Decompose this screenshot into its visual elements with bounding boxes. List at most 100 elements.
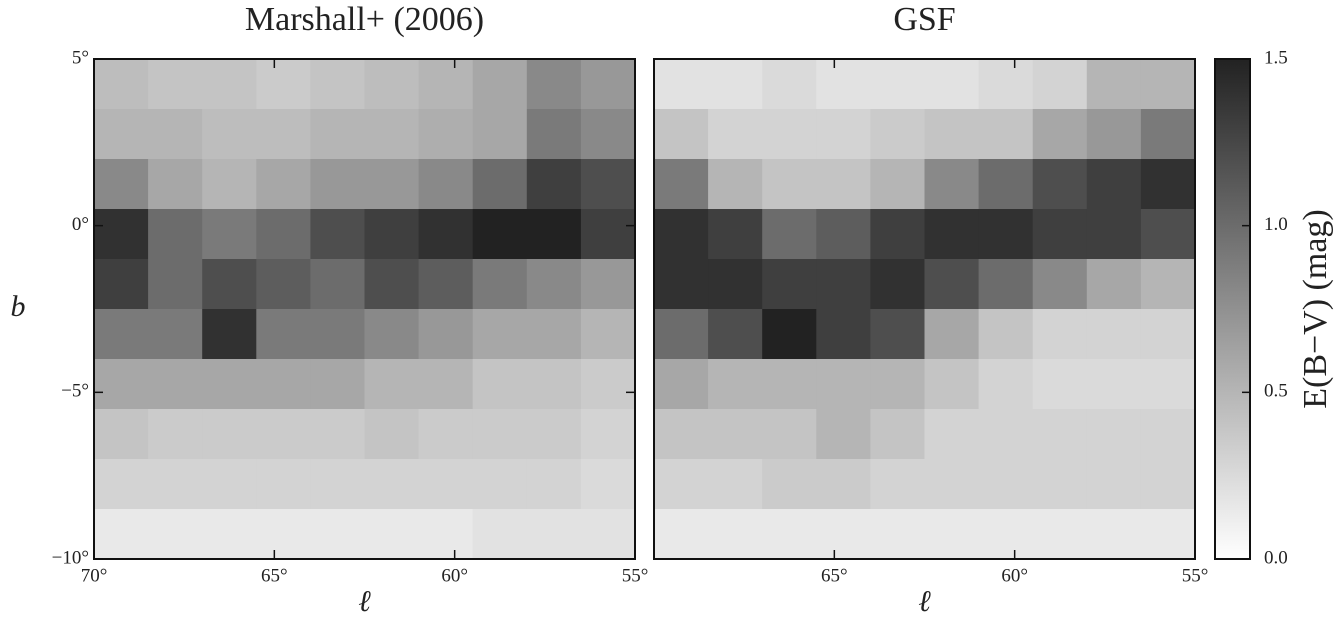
heatmap-cell xyxy=(1032,59,1088,110)
heatmap-cell xyxy=(816,309,871,360)
heatmap-cell xyxy=(708,409,763,460)
heatmap-cell xyxy=(256,359,311,410)
heatmap-cell xyxy=(1032,159,1088,210)
heatmap-cell xyxy=(1086,459,1142,510)
heatmap-cell xyxy=(472,309,528,360)
heatmap-cell xyxy=(418,209,474,260)
heatmap-cell xyxy=(708,209,763,260)
heatmap-cell xyxy=(526,309,582,360)
heatmap-cell xyxy=(978,509,1034,560)
heatmap-cell xyxy=(148,409,203,460)
y-tick-label: 0° xyxy=(72,214,89,235)
heatmap-cell xyxy=(1086,209,1142,260)
heatmap-cell xyxy=(364,509,420,560)
heatmap-cell xyxy=(870,259,925,310)
heatmap-cell xyxy=(526,359,582,410)
heatmap-cell xyxy=(654,109,709,160)
heatmap-cell xyxy=(924,259,980,310)
heatmap-cell xyxy=(526,159,582,210)
heatmap-cell xyxy=(978,409,1034,460)
heatmap-cell xyxy=(1032,359,1088,410)
heatmap-cell xyxy=(816,209,871,260)
heatmap-cell xyxy=(1032,509,1088,560)
heatmap-cell xyxy=(708,159,763,210)
heatmap-cell xyxy=(526,259,582,310)
heatmap-cell xyxy=(924,59,980,110)
heatmap-cell xyxy=(202,209,257,260)
x-tick-label: 70° xyxy=(81,565,108,586)
heatmap-cell xyxy=(364,459,420,510)
heatmap-cell xyxy=(762,209,817,260)
heatmap-cell xyxy=(580,459,636,510)
heatmap-cell xyxy=(418,59,474,110)
heatmap-cell xyxy=(418,109,474,160)
heatmap-cell xyxy=(816,509,871,560)
heatmap-cell xyxy=(418,309,474,360)
colorbar-tick-label: 1.5 xyxy=(1264,47,1288,68)
heatmap-cell xyxy=(580,209,636,260)
heatmap-cell xyxy=(870,209,925,260)
y-tick-label: −10° xyxy=(52,547,89,568)
heatmap-cell xyxy=(202,359,257,410)
heatmap-cell xyxy=(708,359,763,410)
heatmap-cell xyxy=(978,459,1034,510)
heatmap-cell xyxy=(1032,109,1088,160)
heatmap-cell xyxy=(580,259,636,310)
heatmap-cell xyxy=(762,359,817,410)
heatmap-cell xyxy=(202,159,257,210)
x-tick-label: 65° xyxy=(821,565,848,586)
heatmap-cell xyxy=(310,159,365,210)
heatmap-cell xyxy=(472,359,528,410)
heatmap-cell xyxy=(1032,209,1088,260)
heatmap-cell xyxy=(1140,109,1196,160)
heatmap-cell xyxy=(978,109,1034,160)
heatmap-cell xyxy=(364,59,420,110)
heatmap-cell xyxy=(870,409,925,460)
heatmap-cell xyxy=(418,459,474,510)
heatmap-cell xyxy=(148,259,203,310)
x-tick-label: 55° xyxy=(1182,565,1209,586)
heatmap-cell xyxy=(1086,309,1142,360)
heatmap-cell xyxy=(816,159,871,210)
heatmap-cell xyxy=(924,359,980,410)
heatmap-cell xyxy=(708,459,763,510)
heatmap-cell xyxy=(708,109,763,160)
heatmap-cell xyxy=(94,109,149,160)
heatmap-cell xyxy=(924,109,980,160)
heatmap-cell xyxy=(816,59,871,110)
heatmap-cell xyxy=(870,109,925,160)
heatmap-cell xyxy=(762,509,817,560)
heatmap-cell xyxy=(202,59,257,110)
heatmap-cell xyxy=(418,509,474,560)
y-tick-label: 5° xyxy=(72,47,89,68)
panel-title: Marshall+ (2006) xyxy=(245,1,484,38)
heatmap-cell xyxy=(148,59,203,110)
heatmap-cell xyxy=(310,259,365,310)
heatmap-cell xyxy=(762,109,817,160)
heatmap-cell xyxy=(762,409,817,460)
heatmap-cell xyxy=(256,309,311,360)
heatmap-cell xyxy=(148,209,203,260)
heatmap-cell xyxy=(870,59,925,110)
heatmap-cell xyxy=(762,309,817,360)
panel-title: GSF xyxy=(893,1,955,38)
heatmap-cell xyxy=(472,59,528,110)
heatmap-cell xyxy=(94,209,149,260)
heatmap-cell xyxy=(816,259,871,310)
heatmap-cell xyxy=(310,509,365,560)
heatmap-cell xyxy=(418,359,474,410)
heatmap-cell xyxy=(870,309,925,360)
heatmap-cell xyxy=(924,309,980,360)
heatmap-cell xyxy=(310,309,365,360)
heatmap-cell xyxy=(364,109,420,160)
heatmap-cell xyxy=(1086,59,1142,110)
heatmap-cell xyxy=(1086,159,1142,210)
heatmap-cell xyxy=(870,359,925,410)
heatmap-cell xyxy=(310,459,365,510)
heatmap-cell xyxy=(526,409,582,460)
heatmap-cell xyxy=(94,359,149,410)
x-tick-label: 60° xyxy=(1001,565,1028,586)
heatmap-cell xyxy=(978,359,1034,410)
heatmap-cell xyxy=(148,509,203,560)
heatmap-cell xyxy=(870,159,925,210)
